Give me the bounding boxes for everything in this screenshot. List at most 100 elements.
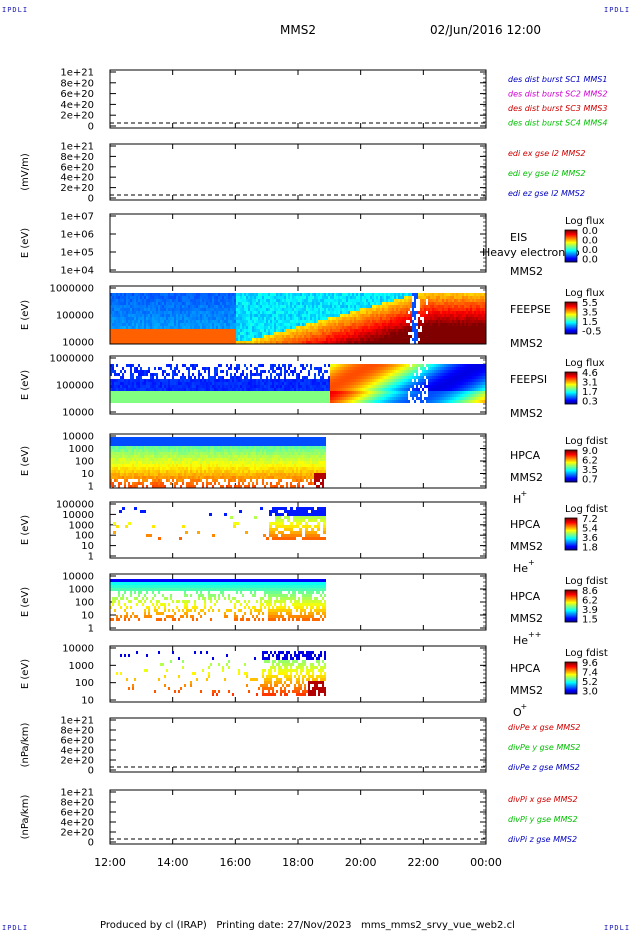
heatmap-cell — [374, 388, 376, 391]
heatmap-cell — [388, 299, 390, 302]
heatmap-cell — [480, 332, 482, 335]
heatmap-cell — [322, 388, 324, 391]
heatmap-cell — [358, 341, 360, 344]
heatmap-cell — [180, 299, 182, 302]
heatmap-cell — [190, 311, 192, 314]
heatmap-cell — [124, 379, 126, 382]
heatmap-cell — [454, 293, 456, 296]
heatmap-cell — [236, 305, 238, 308]
heatmap-cell — [206, 388, 208, 391]
heatmap-cell — [236, 326, 238, 329]
heatmap-cell — [270, 293, 272, 296]
heatmap-cell — [444, 320, 446, 323]
heatmap-cell — [110, 388, 112, 391]
heatmap-cell — [160, 379, 162, 382]
heatmap-cell — [162, 391, 164, 394]
heatmap-cell — [370, 370, 372, 373]
heatmap-cell — [242, 394, 244, 397]
heatmap-cell — [176, 335, 178, 338]
heatmap-cell — [194, 317, 196, 320]
colorbar-band — [565, 255, 577, 257]
heatmap-cell — [146, 338, 148, 341]
heatmap-cell — [430, 317, 432, 320]
heatmap-cell — [480, 302, 482, 305]
heatmap-cell — [192, 338, 194, 341]
heatmap-cell — [232, 293, 234, 296]
heatmap-cell — [130, 394, 132, 397]
heatmap-cell — [368, 388, 370, 391]
heatmap-cell — [290, 338, 292, 341]
heatmap-cell — [268, 370, 270, 373]
heatmap-cell — [290, 391, 292, 394]
heatmap-cell — [264, 299, 266, 302]
heatmap-cell — [132, 376, 134, 379]
heatmap-cell — [446, 335, 448, 338]
heatmap-cell — [204, 367, 206, 370]
heatmap-cell — [190, 335, 192, 338]
heatmap-cell — [476, 314, 478, 317]
heatmap-cell — [156, 323, 158, 326]
heatmap-cell — [134, 296, 136, 299]
heatmap-cell — [242, 296, 244, 299]
heatmap-cell — [184, 335, 186, 338]
heatmap-cell — [292, 296, 294, 299]
heatmap-cell — [366, 394, 368, 397]
heatmap-cell — [390, 335, 392, 338]
heatmap-cell — [396, 302, 398, 305]
colorbar-band — [565, 258, 577, 260]
heatmap-cell — [348, 305, 350, 308]
heatmap-cell — [306, 305, 308, 308]
heatmap-cell — [284, 338, 286, 341]
heatmap-cell — [404, 326, 406, 329]
heatmap-cell — [110, 397, 112, 400]
heatmap-cell — [182, 302, 184, 305]
heatmap-cell — [318, 314, 320, 317]
heatmap-cell — [216, 338, 218, 341]
heatmap-cell — [240, 400, 242, 403]
y-tick-label: 10000 — [62, 408, 94, 419]
heatmap-cell — [226, 335, 228, 338]
heatmap-cell — [362, 400, 364, 403]
heatmap-cell — [390, 311, 392, 314]
heatmap-cell — [184, 385, 186, 388]
heatmap-cell — [180, 314, 182, 317]
heatmap-cell — [260, 323, 262, 326]
heatmap-cell — [260, 332, 262, 335]
heatmap-cell — [366, 317, 368, 320]
heatmap-cell — [356, 317, 358, 320]
heatmap-cell — [262, 326, 264, 329]
heatmap-cell — [206, 332, 208, 335]
heatmap-cell — [404, 329, 406, 332]
heatmap-cell — [320, 314, 322, 317]
heatmap-cell — [390, 385, 392, 388]
heatmap-cell — [202, 299, 204, 302]
heatmap-cell — [112, 293, 114, 296]
heatmap-cell — [212, 296, 214, 299]
heatmap-cell — [472, 320, 474, 323]
heatmap-cell — [408, 314, 410, 317]
heatmap-cell — [276, 385, 278, 388]
heatmap-cell — [322, 382, 324, 385]
heatmap-cell — [118, 382, 120, 385]
heatmap-cell — [458, 296, 460, 299]
heatmap-cell — [130, 364, 132, 367]
heatmap-cell — [342, 400, 344, 403]
heatmap-cell — [138, 302, 140, 305]
heatmap-cell — [362, 394, 364, 397]
heatmap-cell — [202, 329, 204, 332]
heatmap-cell — [234, 388, 236, 391]
heatmap-cell — [314, 299, 316, 302]
heatmap-cell — [216, 314, 218, 317]
heatmap-cell — [458, 326, 460, 329]
heatmap-cell — [316, 397, 318, 400]
heatmap-cell — [304, 376, 306, 379]
heatmap-cell — [356, 370, 358, 373]
heatmap-cell — [252, 397, 254, 400]
heatmap-cell — [258, 323, 260, 326]
heatmap-cell — [120, 320, 122, 323]
heatmap-cell — [146, 385, 148, 388]
heatmap-cell — [360, 332, 362, 335]
heatmap-cell — [358, 391, 360, 394]
heatmap-cell — [366, 370, 368, 373]
heatmap-cell — [332, 332, 334, 335]
